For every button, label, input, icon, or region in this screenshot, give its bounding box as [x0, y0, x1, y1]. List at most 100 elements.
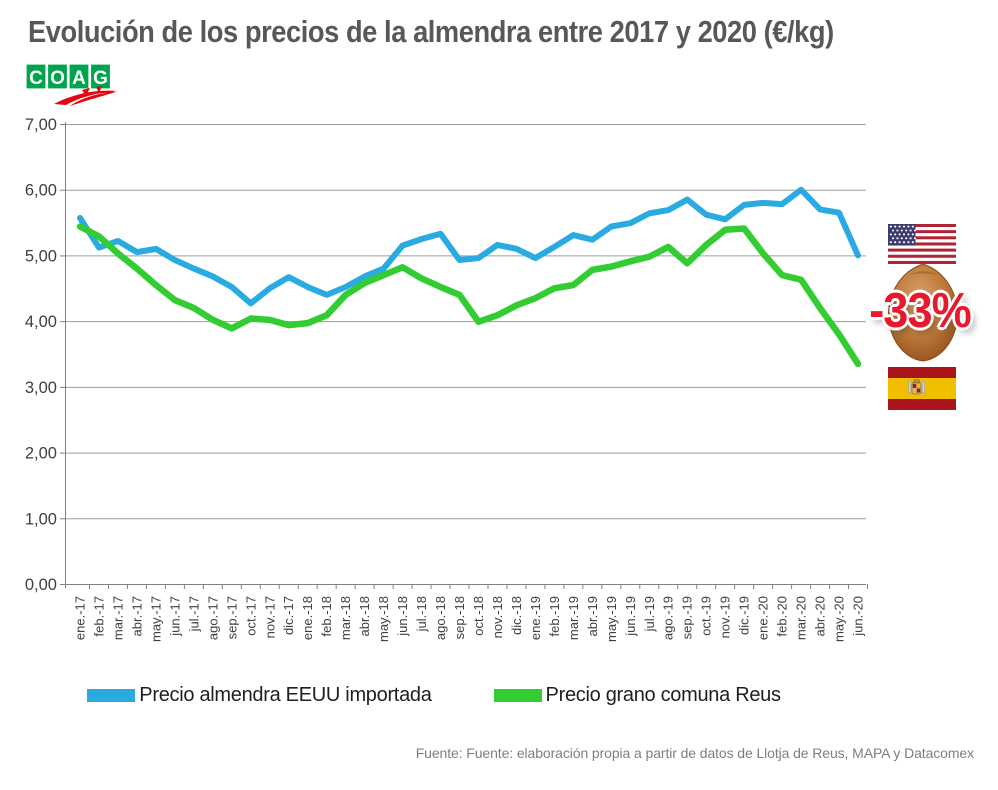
flag-star — [891, 237, 895, 240]
flag-star — [900, 229, 903, 232]
x-axis-label: may.-18 — [376, 596, 391, 642]
flag-star — [913, 237, 917, 240]
x-axis-label: ago.-17 — [205, 596, 220, 640]
flag-star — [891, 229, 895, 232]
x-axis-label: oct.-19 — [699, 596, 714, 636]
flag-star — [907, 225, 910, 228]
x-axis-label: may.-19 — [604, 596, 619, 642]
x-axis-label: jul.-19 — [642, 596, 657, 632]
logo-letter: O — [50, 68, 65, 89]
flag-star — [889, 225, 892, 228]
page-title: Evolución de los precios de la almendra … — [28, 14, 834, 49]
flag-star — [894, 225, 897, 228]
flag-star — [907, 233, 910, 236]
flag-stripe — [888, 251, 956, 255]
y-axis-label: 4,00 — [25, 313, 57, 331]
x-axis-label: ene.-18 — [300, 596, 315, 640]
y-axis-label: 1,00 — [25, 510, 57, 528]
x-axis-label: ene.-20 — [756, 596, 771, 640]
flag-star — [905, 229, 908, 232]
flag-stripe — [888, 242, 956, 246]
y-axis-label: 5,00 — [25, 247, 57, 265]
flag-stripe — [888, 230, 956, 234]
legend-label-reus: Precio grano comuna Reus — [545, 684, 781, 706]
flag-stripe — [888, 233, 956, 237]
logo-letter-box — [68, 63, 90, 90]
x-axis-label: feb.-17 — [91, 596, 106, 636]
x-axis-label: ago.-19 — [661, 596, 676, 640]
x-axis-label: mar.-20 — [794, 596, 809, 640]
us-flag-icon — [888, 224, 956, 269]
x-axis-label: nov.-17 — [262, 596, 277, 638]
x-axis-label: ene.-17 — [73, 596, 88, 640]
flag-star — [907, 241, 910, 244]
legend-item-reus: Precio grano comuna Reus — [493, 684, 781, 707]
x-axis-label: dic.-17 — [281, 596, 296, 635]
spain-flag-icon — [888, 367, 956, 415]
x-axis-label: may.-17 — [148, 596, 163, 642]
flag-star — [894, 233, 897, 236]
flag-star — [905, 237, 908, 240]
flag-stripe — [888, 254, 956, 258]
flag-canton — [888, 224, 916, 246]
flag-star — [911, 241, 914, 244]
flag-stripe — [888, 245, 956, 249]
x-axis-label: jul.-18 — [414, 596, 429, 632]
flag-star — [896, 229, 899, 232]
flag-stripe — [888, 260, 956, 264]
logo-letter: G — [93, 68, 108, 89]
logo-letter: C — [29, 68, 43, 89]
x-axis-label: feb.-20 — [775, 596, 790, 636]
x-axis-label: jul.-17 — [186, 596, 201, 632]
flag-stripe — [888, 257, 956, 261]
x-axis-label: abr.-18 — [357, 596, 372, 636]
x-axis-label: may.-20 — [832, 596, 847, 642]
coag-logo: C O A G — [25, 62, 122, 115]
y-axis-label: 0,00 — [25, 576, 57, 594]
x-axis-label: dic.-18 — [509, 596, 524, 635]
discount-badge: -33% — [869, 284, 971, 338]
x-axis-label: jun.-18 — [395, 596, 410, 637]
source-note: Fuente: Fuente: elaboración propia a par… — [415, 745, 974, 761]
flag-stripe — [888, 236, 956, 240]
flag-star — [898, 233, 901, 236]
legend-swatch-reus — [493, 689, 542, 702]
x-axis-label: mar.-18 — [338, 596, 353, 640]
chart-legend: Precio almendra EEUU importada Precio gr… — [0, 684, 868, 707]
legend-swatch-eeuu — [87, 689, 136, 702]
x-axis-label: jun.-20 — [851, 596, 866, 637]
legend-label-eeuu: Precio almendra EEUU importada — [139, 684, 432, 706]
x-axis-label: abr.-19 — [585, 596, 600, 636]
flag-star — [896, 237, 899, 240]
flag-star — [911, 233, 914, 236]
logo-letter-box — [25, 63, 47, 90]
x-axis-label: mar.-19 — [566, 596, 581, 640]
flag-star — [911, 225, 914, 228]
series-line-eeuu — [77, 186, 861, 307]
flag-star — [900, 237, 903, 240]
flag-star — [909, 237, 912, 240]
x-axis-label: sep.-18 — [452, 596, 467, 639]
flag-star — [902, 225, 906, 228]
x-axis-label: abr.-20 — [813, 596, 828, 636]
x-axis-label: sep.-17 — [224, 596, 239, 639]
logo-letter: A — [72, 68, 86, 89]
x-axis-label: jun.-19 — [623, 596, 638, 637]
x-axis-label: dic.-19 — [737, 596, 752, 635]
flag-stripe — [888, 227, 956, 231]
flag-stripe — [888, 248, 956, 252]
x-axis-label: nov.-18 — [490, 596, 505, 638]
flag-star — [902, 241, 906, 244]
x-axis-label: ene.-19 — [528, 596, 543, 640]
logo-letter-box — [46, 63, 69, 90]
almond-image — [878, 261, 968, 368]
flag-star — [913, 229, 917, 232]
x-axis-label: oct.-17 — [243, 596, 258, 636]
flag-stripe — [888, 239, 956, 243]
flag-star — [898, 241, 901, 244]
x-axis-label: sep.-19 — [680, 596, 695, 639]
x-axis-label: jun.-17 — [167, 596, 182, 637]
flag-star — [894, 241, 897, 244]
